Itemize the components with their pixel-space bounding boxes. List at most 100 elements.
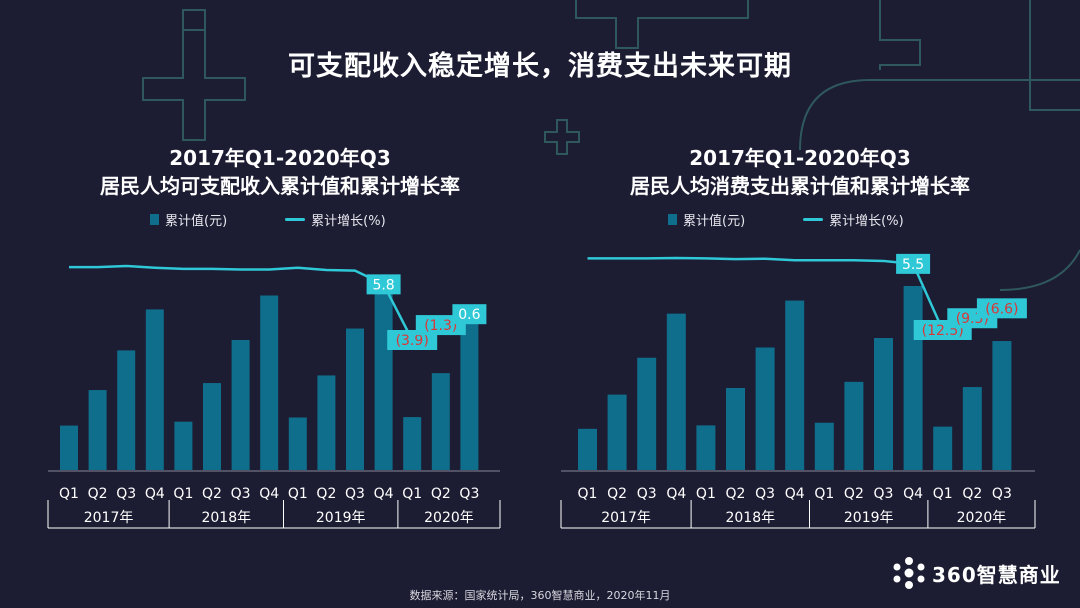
bar-13 [962, 387, 982, 470]
tick-label-5: Q2 [726, 486, 746, 502]
chart-2-title-line2: 居民人均消费支出累计值和累计增长率 [630, 174, 970, 198]
tick-label-5: Q2 [202, 486, 222, 502]
year-label-1: 2018年 [201, 510, 251, 526]
tick-label-13: Q2 [431, 486, 451, 502]
tick-label-11: Q4 [374, 486, 394, 502]
chart-1-title-line2: 居民人均可支配收入累计值和累计增长率 [100, 174, 460, 198]
svg-text:5.5: 5.5 [902, 257, 924, 273]
bar-7 [260, 295, 279, 470]
data-source: 数据来源：国家统计局，360智慧商业，2020年11月 [409, 589, 671, 602]
tick-label-12: Q1 [402, 486, 422, 502]
tick-label-4: Q1 [173, 486, 193, 502]
tick-label-7: Q4 [259, 486, 279, 502]
legend-bar-label: 累计值(元) [683, 214, 746, 229]
svg-text:(6.6): (6.6) [985, 301, 1018, 317]
bar-0 [60, 425, 78, 470]
chart-2-title: 2017年Q1-2020年Q3 居民人均消费支出累计值和累计增长率 [540, 144, 1060, 200]
svg-text:5.8: 5.8 [372, 277, 394, 293]
tick-label-0: Q1 [59, 486, 79, 502]
tick-label-9: Q2 [844, 486, 864, 502]
bar-7 [785, 300, 805, 470]
bar-3 [666, 313, 686, 470]
tick-label-3: Q4 [145, 486, 165, 502]
bar-9 [317, 375, 336, 470]
brand-logo: 360智慧商业 [892, 556, 1061, 590]
tick-label-6: Q3 [755, 486, 775, 502]
bar-14 [992, 341, 1012, 470]
data-label-0: 5.5 [896, 253, 931, 274]
svg-text:(3.9): (3.9) [396, 333, 429, 349]
bar-3 [145, 309, 164, 470]
bar-11 [903, 286, 923, 470]
year-label-2: 2019年 [844, 510, 894, 526]
bar-5 [203, 383, 221, 470]
chart-1-title-line1: 2017年Q1-2020年Q3 [169, 146, 391, 170]
growth-line [587, 256, 1003, 332]
bar-6 [755, 347, 775, 470]
data-label-3: 0.6 [452, 304, 487, 325]
growth-line [69, 264, 470, 342]
tick-label-10: Q3 [345, 486, 365, 502]
svg-text:(1.3): (1.3) [424, 318, 457, 334]
year-label-0: 2017年 [601, 510, 651, 526]
year-label-0: 2017年 [84, 510, 134, 526]
tick-label-1: Q2 [88, 486, 108, 502]
brand-name: 360智慧商业 [932, 562, 1061, 587]
tick-label-14: Q3 [992, 486, 1012, 502]
bar-1 [88, 390, 107, 470]
tick-label-3: Q4 [666, 486, 686, 502]
legend-bar-swatch [668, 214, 677, 225]
bar-2 [117, 350, 136, 470]
tick-label-10: Q3 [874, 486, 894, 502]
bar-13 [431, 373, 450, 470]
legend-line-swatch [803, 218, 824, 221]
tick-label-1: Q2 [607, 486, 627, 502]
bar-8 [288, 417, 307, 470]
bar-9 [844, 381, 864, 470]
tick-label-8: Q1 [814, 486, 834, 502]
tick-label-8: Q1 [288, 486, 308, 502]
bar-11 [374, 280, 393, 470]
bar-6 [231, 339, 250, 470]
tick-label-6: Q3 [231, 486, 251, 502]
tick-label-14: Q3 [459, 486, 479, 502]
chart-1-legend: 累计值(元) 累计增长(%) [150, 210, 386, 229]
chart-2-title-line1: 2017年Q1-2020年Q3 [689, 146, 911, 170]
legend-bar-swatch [150, 214, 159, 225]
svg-text:0.6: 0.6 [458, 307, 480, 323]
bar-8 [814, 422, 834, 470]
legend-line-label: 累计增长(%) [829, 214, 904, 229]
legend-line-swatch [285, 218, 306, 221]
brand-icon [893, 557, 925, 589]
bar-5 [726, 387, 745, 470]
tick-label-2: Q3 [116, 486, 136, 502]
tick-label-4: Q1 [696, 486, 716, 502]
bar-4 [174, 421, 193, 470]
bar-12 [933, 426, 953, 470]
legend-line-label: 累计增长(%) [311, 214, 386, 229]
data-label-0: 5.8 [366, 274, 401, 295]
bar-1 [607, 394, 627, 470]
tick-label-9: Q2 [316, 486, 336, 502]
tick-label-2: Q3 [637, 486, 657, 502]
bar-14 [460, 322, 479, 470]
tick-label-13: Q2 [962, 486, 982, 502]
year-label-1: 2018年 [725, 510, 775, 526]
tick-label-12: Q1 [933, 486, 953, 502]
tick-label-7: Q4 [785, 486, 805, 502]
page-title: 可支配收入稳定增长，消费支出未来可期 [288, 51, 792, 82]
bar-2 [637, 357, 657, 470]
bar-10 [874, 338, 893, 470]
bar-4 [696, 425, 716, 470]
chart-2-legend: 累计值(元) 累计增长(%) [668, 210, 904, 229]
bar-12 [403, 417, 422, 470]
year-label-3: 2020年 [957, 510, 1007, 526]
year-label-3: 2020年 [424, 510, 474, 526]
legend-bar-label: 累计值(元) [165, 214, 228, 229]
chart-1-title: 2017年Q1-2020年Q3 居民人均可支配收入累计值和累计增长率 [20, 144, 540, 200]
data-label-3: (6.6) [976, 298, 1027, 319]
bar-0 [578, 428, 597, 470]
